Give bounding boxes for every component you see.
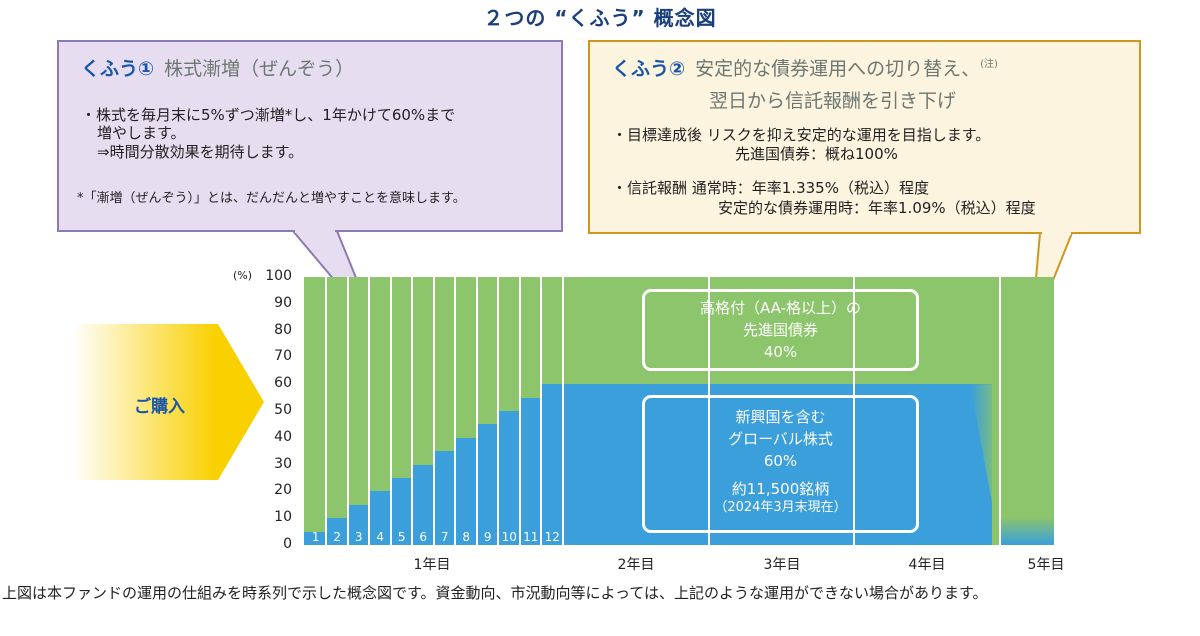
y-tick: 30 [274, 455, 292, 472]
month-bar [476, 424, 498, 545]
month-bar [347, 504, 369, 545]
y-tick: 40 [274, 428, 292, 445]
equity-allocation-box: 新興国を含む グローバル株式 60% 約11,500銘柄 （2024年3月末現在… [642, 395, 919, 533]
kufu1-bullet-line3: ⇒時間分散効果を期待します。 [97, 143, 304, 161]
y-tick: 50 [274, 402, 292, 418]
y-tick: 0 [283, 536, 292, 552]
month-label: 3 [354, 530, 363, 544]
allocation-chart: 1 2 3 4 5 6 7 8 9 10 11 12 [304, 277, 1054, 545]
purchase-label: ご購入 [134, 397, 185, 417]
month-bar [519, 397, 541, 545]
note-mark: (注) [980, 59, 998, 70]
month-label: 11 [523, 530, 539, 544]
x-label-year1: 1年目 [413, 557, 451, 573]
page-title: ２つの “くふう” 概念図 [483, 6, 717, 30]
month-bar [411, 464, 433, 545]
kufu2-bullet1-line2: 先進国債券：概ね100% [735, 145, 898, 163]
bond-line2: 先進国債券 [742, 321, 818, 339]
y-tick: 10 [274, 509, 292, 526]
y-tick: 90 [274, 294, 292, 311]
equity-area-years2-4 [562, 384, 992, 545]
month-label: 6 [419, 530, 428, 544]
month-bar [540, 384, 562, 545]
kufu2-label: くふう② [612, 58, 686, 80]
month-bar [304, 531, 326, 545]
month-label: 8 [462, 530, 471, 544]
month-label: 1 [311, 530, 320, 544]
y-axis: 100 90 80 70 60 50 40 30 20 10 0 [252, 268, 292, 558]
x-label-year4: 4年目 [908, 557, 946, 573]
year-separator [708, 277, 710, 545]
x-label-year5: 5年目 [1027, 557, 1065, 573]
kufu2-title-line1: 安定的な債券運用への切り替え、 [695, 58, 981, 80]
callout-kufu-1: くふう① 株式漸増（ぜんぞう） ・株式を毎月末に5%ずつ漸増*し、1年かけて60%… [57, 40, 563, 232]
kufu1-bullet-line2: 増やします。 [97, 124, 186, 142]
bond-line1: 高格付（AA-格以上）の [699, 299, 862, 317]
kufu1-title: 株式漸増（ぜんぞう） [164, 58, 355, 80]
month-label: 4 [376, 530, 385, 544]
kufu1-footnote: *「漸増（ぜんぞう）」とは、だんだんと増やすことを意味します。 [77, 191, 466, 206]
equity-line4: 約11,500銘柄 [731, 480, 830, 498]
equity-line2: グローバル株式 [728, 430, 833, 448]
y-tick: 20 [274, 482, 292, 499]
month-label: 2 [333, 530, 342, 544]
kufu2-bullet2-line1: ・信託報酬 通常時：年率1.335%（税込）程度 [612, 179, 929, 197]
x-label-year3: 3年目 [763, 557, 801, 573]
month-bar [454, 437, 476, 545]
month-label: 9 [483, 530, 492, 544]
bond-line3: 40% [763, 343, 798, 361]
x-label-year2: 2年目 [617, 557, 655, 573]
y-tick: 80 [274, 321, 292, 338]
month-label: 12 [544, 530, 560, 544]
callout-kufu-2: くふう② 安定的な債券運用への切り替え、(注) 翌日から信託報酬を引き下げ ・目標… [588, 40, 1141, 234]
equity-line3: 60% [763, 452, 798, 470]
y-tick: 100 [265, 268, 292, 284]
purchase-arrow-icon [72, 324, 264, 480]
equity-line1: 新興国を含む [735, 408, 826, 426]
month-bar [390, 478, 412, 545]
y-tick: 60 [274, 375, 292, 392]
footer-disclaimer: 上図は本ファンドの運用の仕組みを時系列で示した概念図です。資金動向、市況動向等に… [2, 584, 988, 602]
year-separator [853, 277, 855, 545]
month-bar [433, 451, 455, 545]
kufu2-bullet1-line1: ・目標達成後 リスクを抑え安定的な運用を目指します。 [612, 126, 991, 144]
y-axis-unit: (%) [233, 269, 253, 282]
kufu1-heading: くふう① 株式漸増（ぜんぞう） [81, 54, 354, 81]
month-label: 10 [501, 530, 517, 544]
kufu2-title-line2: 翌日から信託報酬を引き下げ [709, 90, 957, 112]
month-label: 5 [397, 530, 406, 544]
bond-allocation-box: 高格付（AA-格以上）の 先進国債券 40% [642, 289, 919, 371]
year-separator [999, 277, 1001, 545]
kufu2-bullet2-line2: 安定的な債券運用時：年率1.09%（税込）程度 [718, 199, 1036, 217]
y-tick: 70 [274, 348, 292, 365]
month-label: 7 [440, 530, 449, 544]
month-bar [497, 411, 519, 545]
equity-line5: （2024年3月末現在） [714, 500, 847, 515]
kufu2-heading-line1: くふう② 安定的な債券運用への切り替え、(注) [612, 54, 998, 81]
month-bar [325, 518, 347, 545]
kufu1-label: くふう① [81, 58, 155, 80]
year5-residual [1000, 517, 1054, 545]
month-bar [368, 491, 390, 545]
kufu1-bullet-line1: ・株式を毎月末に5%ずつ漸増*し、1年かけて60%まで [81, 106, 456, 124]
